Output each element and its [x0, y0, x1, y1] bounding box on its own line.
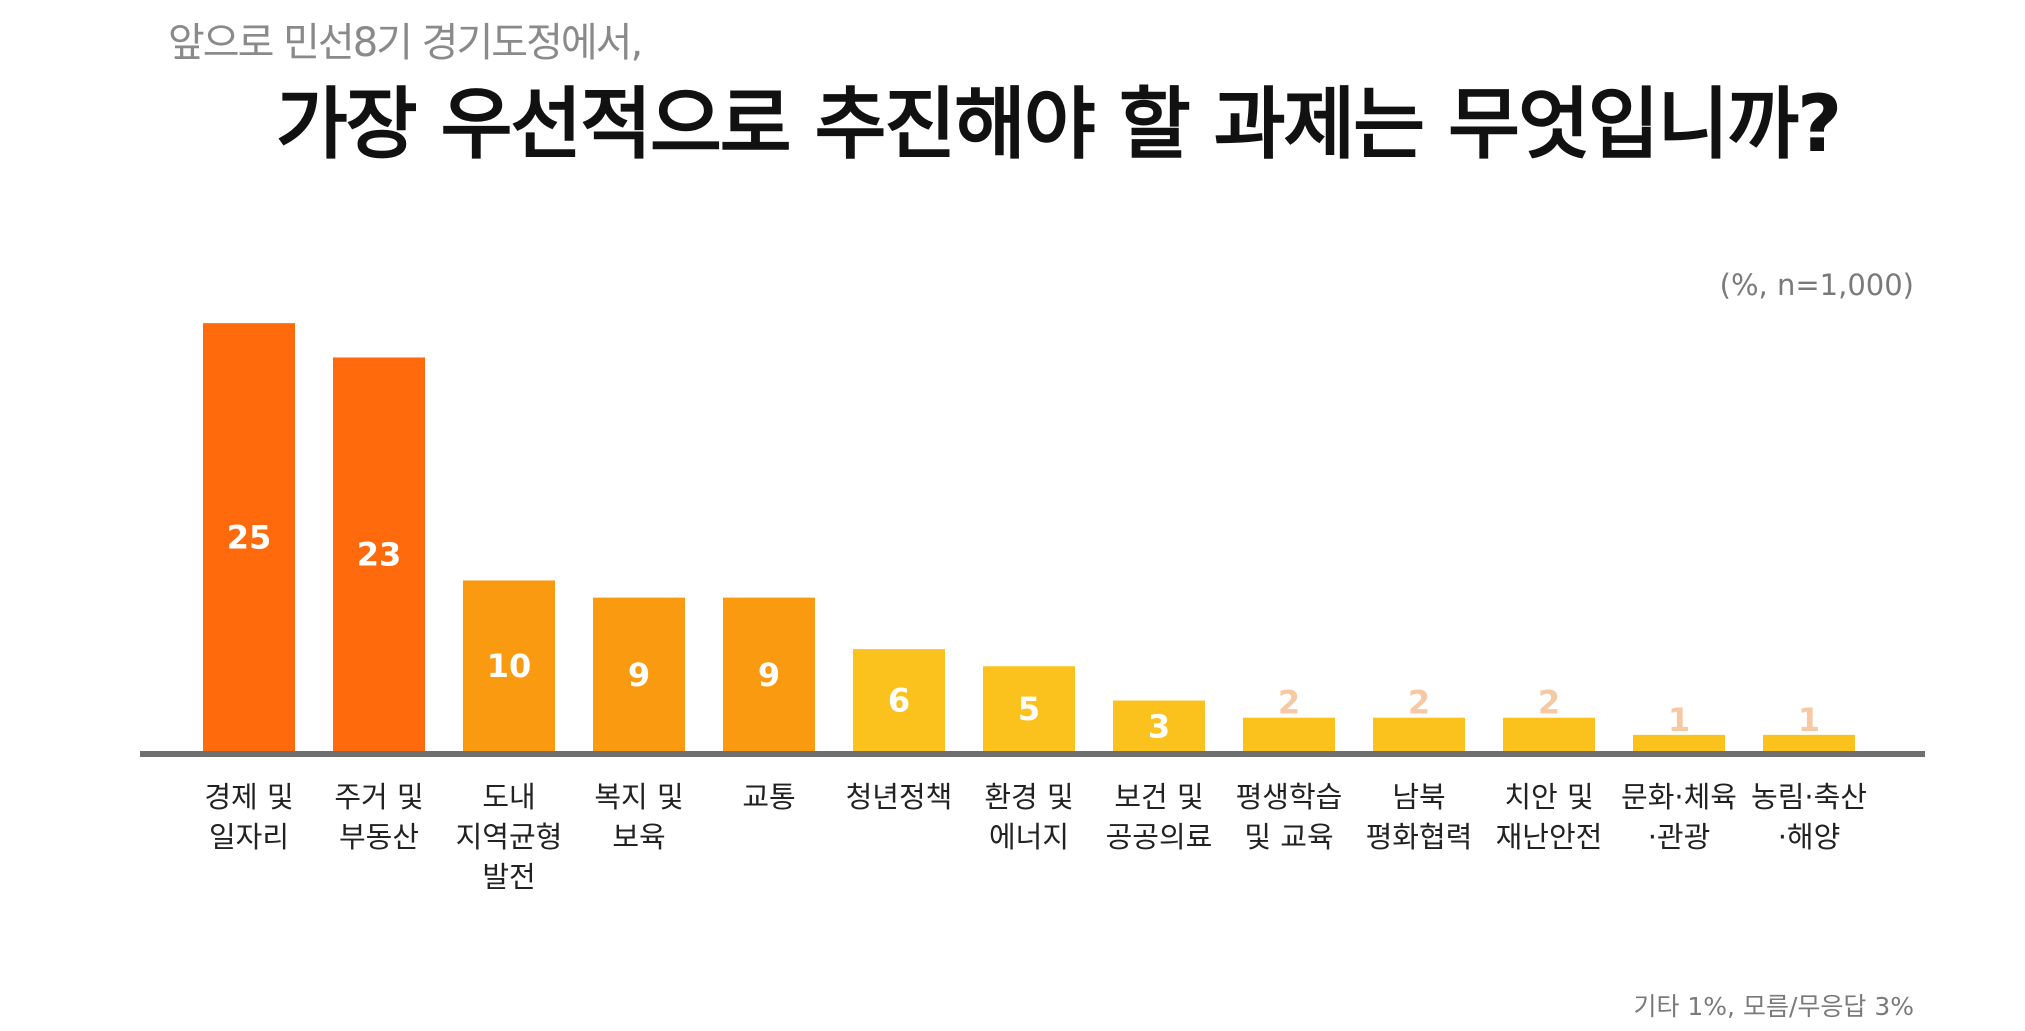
- category-label-3-line-0: 복지 및: [594, 780, 683, 814]
- bar-10: [1503, 717, 1595, 752]
- value-label-5: 6: [888, 682, 910, 720]
- footnote: 기타 1%, 모름/무응답 3%: [1633, 992, 1914, 1021]
- bar-0: [203, 323, 295, 752]
- bar-7: [1113, 700, 1205, 752]
- value-label-4: 9: [758, 656, 780, 694]
- bar-5: [853, 649, 945, 752]
- category-label-0-line-0: 경제 및: [204, 780, 293, 814]
- value-label-7: 3: [1148, 707, 1170, 745]
- category-label-6-line-1: 에너지: [989, 820, 1069, 854]
- category-label-11: 문화·체육 ·관광: [1621, 780, 1737, 854]
- category-label-2-line-0: 도내: [482, 780, 535, 814]
- category-label-7-line-1: 공공의료: [1106, 820, 1213, 854]
- chart-title: 가장 우선적으로 추진해야 할 과제는 무엇입니까?: [276, 80, 1842, 170]
- category-label-9-line-0: 남북: [1392, 780, 1445, 814]
- category-label-12-line-0: 농림·축산: [1751, 780, 1867, 814]
- value-label-6: 5: [1018, 690, 1040, 728]
- category-label-3-line-1: 보육: [612, 820, 665, 854]
- category-label-1-line-1: 부동산: [339, 820, 419, 854]
- bar-3: [593, 597, 685, 752]
- category-label-4: 교통: [742, 780, 795, 814]
- category-label-7-line-0: 보건 및: [1114, 780, 1203, 814]
- bar-6: [983, 666, 1075, 752]
- category-label-11-line-1: ·관광: [1648, 820, 1711, 854]
- category-label-2-line-2: 발전: [482, 860, 535, 894]
- value-label-3: 9: [628, 656, 650, 694]
- category-label-5-line-0: 청년정책: [846, 780, 953, 814]
- category-label-8-line-1: 및 교육: [1244, 820, 1333, 854]
- category-label-11-line-0: 문화·체육: [1621, 780, 1737, 814]
- value-label-12: 1: [1798, 701, 1820, 739]
- bar-12: [1763, 734, 1855, 752]
- category-label-0-line-1: 일자리: [209, 820, 289, 854]
- value-label-11: 1: [1668, 701, 1690, 739]
- category-label-2-line-1: 지역균형: [456, 820, 563, 854]
- bar-2: [463, 580, 555, 752]
- value-label-0: 25: [227, 519, 272, 557]
- value-label-2: 10: [487, 647, 532, 685]
- category-label-4-line-0: 교통: [742, 780, 795, 814]
- category-label-10-line-0: 치안 및: [1504, 780, 1593, 814]
- category-label-5: 청년정책: [846, 780, 953, 814]
- value-label-10: 2: [1538, 684, 1560, 722]
- value-label-1: 23: [357, 536, 402, 574]
- unit-label: (%, n=1,000): [1719, 268, 1914, 302]
- value-label-9: 2: [1408, 684, 1430, 722]
- bar-9: [1373, 717, 1465, 752]
- bar-1: [333, 357, 425, 752]
- bar-11: [1633, 734, 1725, 752]
- category-label-6-line-0: 환경 및: [984, 780, 1073, 814]
- bar-4: [723, 597, 815, 752]
- value-label-8: 2: [1278, 684, 1300, 722]
- category-label-9-line-1: 평화협력: [1366, 820, 1473, 854]
- chart-subtitle: 앞으로 민선8기 경기도정에서,: [168, 20, 643, 66]
- category-label-1-line-0: 주거 및: [334, 780, 423, 814]
- category-label-12-line-1: ·해양: [1778, 820, 1841, 854]
- category-label-12: 농림·축산 ·해양: [1751, 780, 1867, 854]
- category-label-8-line-0: 평생학습: [1236, 780, 1343, 814]
- bar-8: [1243, 717, 1335, 752]
- category-label-10-line-1: 재난안전: [1496, 820, 1603, 854]
